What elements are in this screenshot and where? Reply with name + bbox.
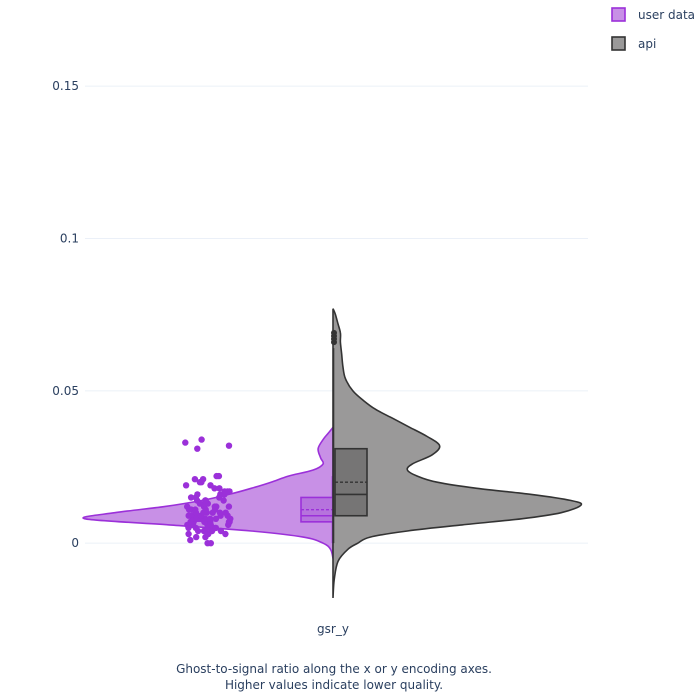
y-axis-ticks: 0 0.05 0.1 0.15 — [52, 79, 79, 550]
user-data-point — [215, 472, 223, 480]
user-data-point — [207, 515, 214, 522]
violin-plot-area — [82, 308, 583, 599]
user-data-point — [217, 527, 225, 535]
user-data-point — [194, 445, 201, 452]
user-data-point — [225, 503, 233, 510]
user-data-point — [212, 515, 220, 522]
user-data-point — [185, 530, 192, 538]
user-data-point — [207, 482, 214, 489]
caption-line-1: Ghost-to-signal ratio along the x or y e… — [176, 662, 492, 676]
api-violin — [332, 308, 583, 599]
api-outlier-point — [331, 329, 337, 336]
user-data-point — [194, 491, 201, 498]
chart-caption: Ghost-to-signal ratio along the x or y e… — [0, 661, 668, 693]
user-data-point — [182, 439, 189, 446]
legend-swatch-api[interactable] — [611, 36, 626, 51]
user-data-point — [225, 442, 233, 449]
user-data-point — [198, 436, 205, 443]
user-data-point — [192, 506, 199, 513]
x-category-label: gsr_y — [317, 622, 349, 636]
user-data-point — [207, 540, 214, 547]
user-data-point — [221, 488, 228, 495]
user-data-point — [222, 530, 229, 538]
legend[interactable]: user data api — [611, 7, 695, 51]
user-data-point — [187, 494, 195, 501]
user-data-point — [199, 476, 207, 483]
user-data-point — [182, 482, 190, 489]
user-data-point — [222, 509, 229, 516]
user-data-point — [184, 503, 191, 510]
user-data-point — [185, 512, 192, 519]
user-data-point — [202, 497, 209, 504]
user-data-point — [211, 503, 218, 510]
y-tick-label: 0.1 — [60, 231, 79, 245]
legend-swatch-user-data[interactable] — [611, 7, 626, 22]
user-data-point — [187, 536, 194, 544]
y-tick-label: 0 — [71, 536, 79, 550]
y-tick-label: 0.15 — [52, 79, 79, 93]
user-data-point — [191, 476, 199, 483]
legend-label-api[interactable]: api — [638, 37, 656, 51]
user-data-point — [216, 485, 223, 492]
user-data-point — [216, 509, 224, 516]
caption-line-2: Higher values indicate lower quality. — [224, 678, 444, 692]
user-data-point — [212, 524, 220, 532]
y-tick-label: 0.05 — [52, 384, 79, 398]
legend-label-user-data[interactable]: user data — [638, 8, 695, 22]
user-data-point — [193, 533, 200, 541]
